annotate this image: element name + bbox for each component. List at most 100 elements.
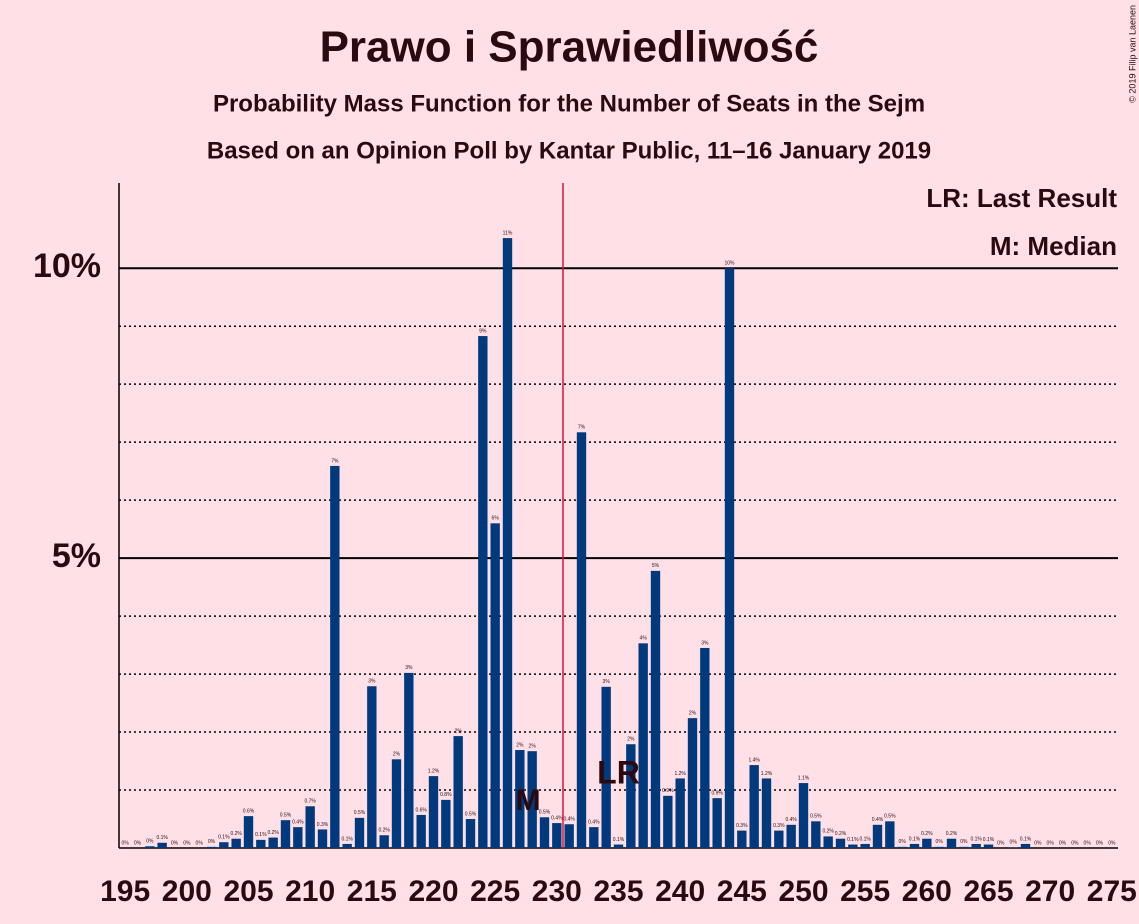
- value-label: 0%: [1096, 840, 1104, 846]
- x-tick-label: 250: [778, 875, 828, 908]
- bar: [798, 783, 809, 848]
- x-tick-label: 195: [100, 875, 150, 908]
- value-label: 2%: [455, 728, 463, 734]
- bar: [724, 268, 735, 848]
- bar: [256, 839, 266, 848]
- x-tick-label: 235: [593, 875, 643, 908]
- value-label: 1.2%: [674, 771, 686, 777]
- bar: [502, 238, 513, 848]
- y-tick-label: 10%: [33, 247, 101, 285]
- value-label: 0.8%: [440, 792, 452, 798]
- value-label: 0.1%: [983, 837, 995, 843]
- value-label: 0.1%: [847, 837, 859, 843]
- value-label: 0.2%: [822, 829, 834, 835]
- bar: [416, 814, 426, 848]
- x-tick-label: 240: [655, 875, 705, 908]
- bar: [650, 570, 661, 848]
- bar: [971, 843, 981, 848]
- bar: [749, 765, 759, 848]
- bar: [280, 820, 291, 848]
- bar: [823, 836, 833, 848]
- value-label: 0%: [1059, 840, 1067, 846]
- bar: [613, 844, 624, 848]
- value-label: 0%: [1010, 840, 1018, 846]
- x-tick-label: 245: [717, 875, 767, 908]
- bar: [601, 686, 611, 848]
- bar: [342, 843, 352, 848]
- x-tick-label: 205: [223, 875, 273, 908]
- bar: [330, 465, 340, 848]
- x-tick-label: 200: [162, 875, 212, 908]
- value-label: 1.1%: [798, 775, 810, 781]
- bar: [478, 336, 488, 848]
- value-label: 0%: [1084, 840, 1092, 846]
- value-label: 0.2%: [835, 831, 847, 837]
- bar: [897, 846, 907, 848]
- value-label: 0.5%: [539, 810, 551, 816]
- bar: [441, 799, 451, 848]
- bar: [626, 744, 636, 848]
- bar: [1020, 843, 1031, 848]
- x-tick-label: 275: [1087, 875, 1137, 908]
- value-label: 1.2%: [428, 768, 440, 774]
- value-label: 0.5%: [354, 810, 366, 816]
- bar: [983, 844, 994, 848]
- value-label: 4%: [640, 636, 648, 642]
- bar: [453, 736, 463, 848]
- value-label: 0.4%: [872, 817, 884, 823]
- bar: [564, 824, 574, 848]
- value-label: 0.4%: [563, 817, 575, 823]
- value-label: 0.3%: [736, 823, 748, 829]
- last-result-marker: LR: [597, 754, 640, 790]
- bar: [675, 778, 685, 848]
- bar: [219, 842, 229, 848]
- bar: [872, 824, 883, 848]
- x-tick-label: 220: [408, 875, 458, 908]
- value-label: 0.1%: [859, 836, 871, 842]
- value-label: 0.2%: [230, 831, 242, 837]
- value-label: 0.5%: [810, 814, 822, 820]
- bar: [428, 776, 439, 848]
- bar: [576, 432, 587, 848]
- value-label: 0%: [171, 840, 179, 846]
- value-label: 0.1%: [1020, 836, 1032, 842]
- value-label: 0.3%: [773, 823, 785, 829]
- x-tick-label: 210: [285, 875, 335, 908]
- value-label: 3%: [701, 640, 709, 646]
- bar: [922, 838, 932, 848]
- bar: [737, 830, 747, 848]
- bar: [465, 819, 476, 848]
- value-label: 0.1%: [156, 835, 168, 841]
- bar: [515, 750, 525, 848]
- bar: [774, 830, 784, 848]
- bar: [811, 821, 821, 848]
- value-label: 6%: [492, 516, 500, 522]
- value-label: 11%: [503, 230, 513, 236]
- bar: [663, 795, 673, 848]
- value-label: 1.4%: [748, 757, 760, 763]
- value-label: 0%: [936, 839, 944, 845]
- value-label: 3%: [603, 679, 611, 685]
- value-label: 0.4%: [785, 817, 797, 823]
- value-label: 0%: [1034, 840, 1042, 846]
- value-label: 0.3%: [317, 822, 329, 828]
- value-label: 0%: [899, 839, 907, 845]
- bar: [934, 846, 944, 848]
- x-tick-label: 270: [1025, 875, 1075, 908]
- value-label: 0%: [134, 840, 142, 846]
- value-label: 7%: [578, 425, 586, 431]
- bar: [885, 821, 895, 848]
- value-label: 0.1%: [218, 835, 230, 841]
- bar: [539, 817, 550, 848]
- bar: [145, 846, 155, 848]
- value-label: 0%: [1047, 840, 1055, 846]
- value-label: 0.1%: [341, 836, 353, 842]
- value-label: 0.1%: [613, 837, 625, 843]
- bar: [909, 843, 920, 848]
- bar: [268, 837, 278, 848]
- bar: [712, 798, 722, 848]
- value-label: 0.7%: [304, 799, 316, 805]
- value-label: 0%: [196, 840, 204, 846]
- bar: [848, 844, 858, 848]
- value-label: 2%: [529, 744, 537, 750]
